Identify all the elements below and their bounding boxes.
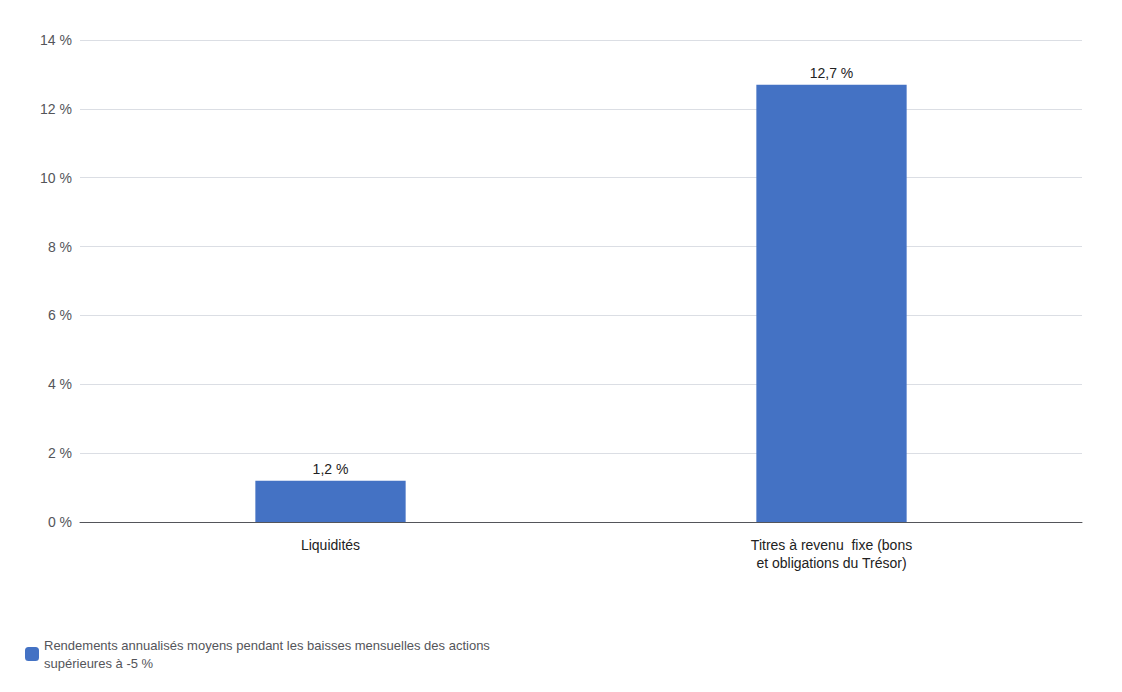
svg-text:supérieures à -5 %: supérieures à -5 % [44,656,154,671]
svg-text:Rendements annualisés moyens p: Rendements annualisés moyens pendant les… [44,638,490,653]
svg-text:Titres à revenu fixe (bons: Titres à revenu fixe (bons [751,537,912,553]
svg-text:12 %: 12 % [40,101,72,117]
svg-text:6 %: 6 % [48,307,72,323]
svg-text:0 %: 0 % [48,514,72,530]
svg-text:10 %: 10 % [40,170,72,186]
svg-text:1,2 %: 1,2 % [313,461,349,477]
svg-text:2 %: 2 % [48,445,72,461]
svg-text:et obligations du Trésor): et obligations du Trésor) [756,555,906,571]
svg-text:8 %: 8 % [48,239,72,255]
svg-text:14 %: 14 % [40,32,72,48]
svg-text:12,7 %: 12,7 % [810,65,854,81]
svg-text:4 %: 4 % [48,376,72,392]
svg-text:Liquidités: Liquidités [301,537,360,553]
